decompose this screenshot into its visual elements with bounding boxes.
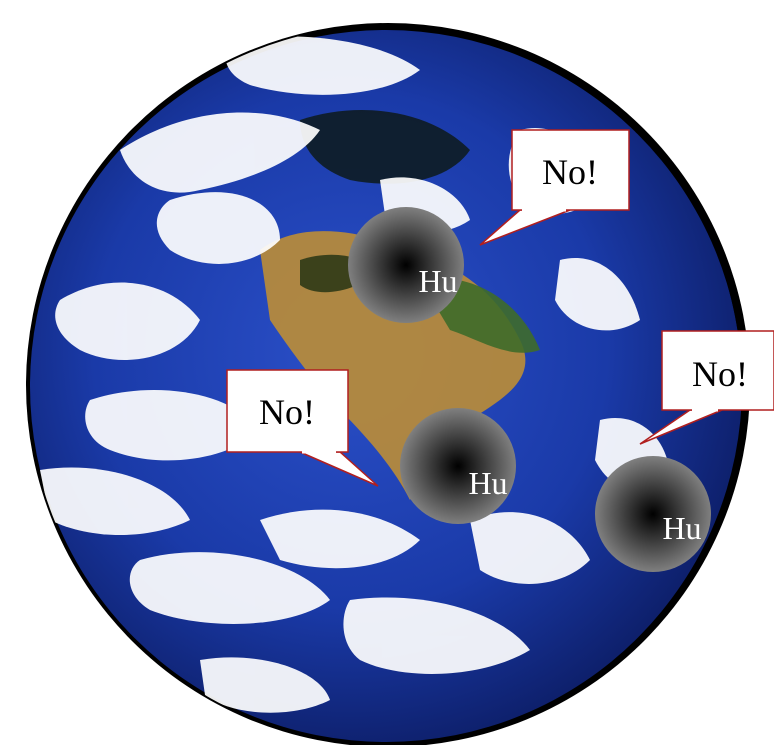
callout-left: No! (226, 369, 379, 487)
hu-sphere-2: Hu (400, 408, 516, 524)
callout-left-text: No! (259, 392, 315, 432)
hu-sphere-3: Hu (595, 456, 711, 572)
callout-right: No! (639, 330, 774, 445)
hu-label-1: Hu (418, 263, 457, 299)
callout-top-text: No! (542, 152, 598, 192)
callout-top: No! (479, 129, 630, 246)
hu-label-2: Hu (468, 465, 507, 501)
hu-sphere-1: Hu (348, 207, 464, 323)
hu-label-3: Hu (662, 510, 701, 546)
callout-right-text: No! (692, 354, 748, 394)
